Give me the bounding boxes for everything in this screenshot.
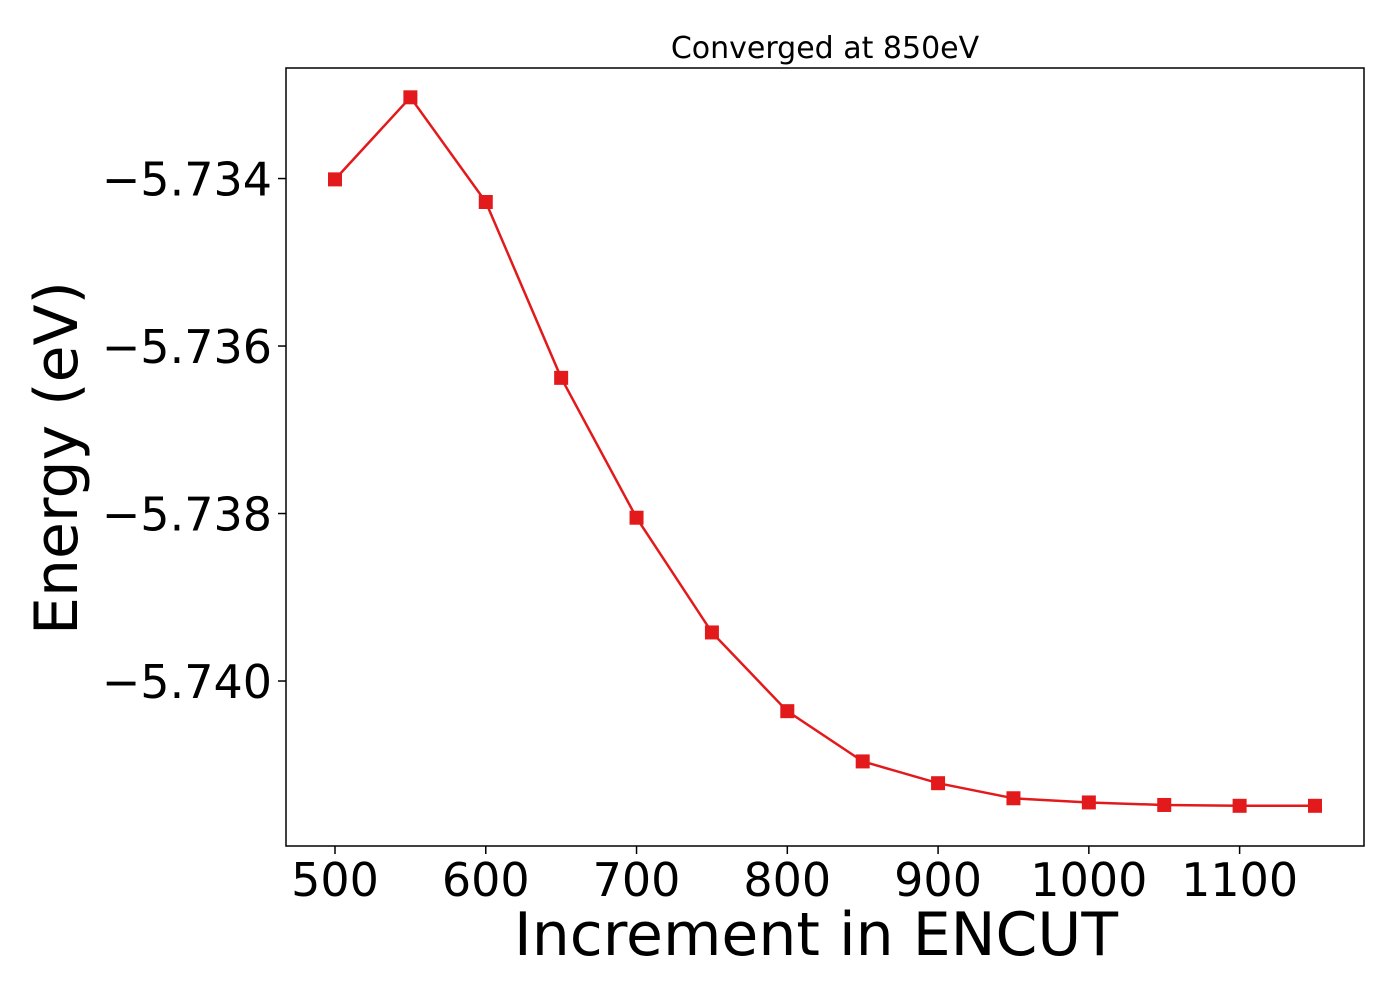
y-tick-label: −5.740: [102, 655, 272, 709]
x-tick-label: 900: [894, 853, 982, 907]
y-axis-label: Energy (eV): [22, 281, 92, 635]
data-point-marker: [1006, 791, 1021, 806]
data-point-marker: [1081, 795, 1096, 810]
x-axis-ticks: 500 600 700 800 900 1000 1100: [291, 846, 1298, 907]
x-axis-label: Increment in ENCUT: [514, 900, 1118, 970]
data-point-marker: [1157, 797, 1172, 812]
data-point-marker: [931, 776, 946, 791]
data-point-marker: [1232, 798, 1247, 813]
series-line: [334, 95, 1315, 808]
y-tick-label: −5.734: [102, 153, 272, 207]
x-tick-label: 500: [291, 853, 379, 907]
data-point-marker: [403, 90, 418, 105]
data-point-marker: [554, 370, 569, 385]
y-axis-ticks: −5.734 −5.736 −5.738 −5.740: [102, 153, 286, 709]
data-point-marker: [629, 510, 644, 525]
chart-title: Converged at 850eV: [671, 31, 980, 66]
data-point-marker: [855, 754, 870, 769]
data-point-marker: [1308, 798, 1322, 813]
data-point-marker: [704, 625, 719, 640]
x-tick-label: 800: [743, 853, 831, 907]
x-tick-label: 700: [593, 853, 681, 907]
x-tick-label: 600: [442, 853, 530, 907]
series-layer: [328, 90, 1322, 813]
y-tick-label: −5.736: [102, 320, 272, 374]
x-tick-label: 1000: [1030, 853, 1147, 907]
x-tick-label: 1100: [1181, 853, 1298, 907]
y-tick-label: −5.738: [102, 488, 272, 542]
plot-area-frame: [285, 67, 1365, 847]
data-point-marker: [780, 704, 795, 719]
data-point-marker: [478, 194, 493, 209]
data-point-marker: [328, 172, 342, 187]
